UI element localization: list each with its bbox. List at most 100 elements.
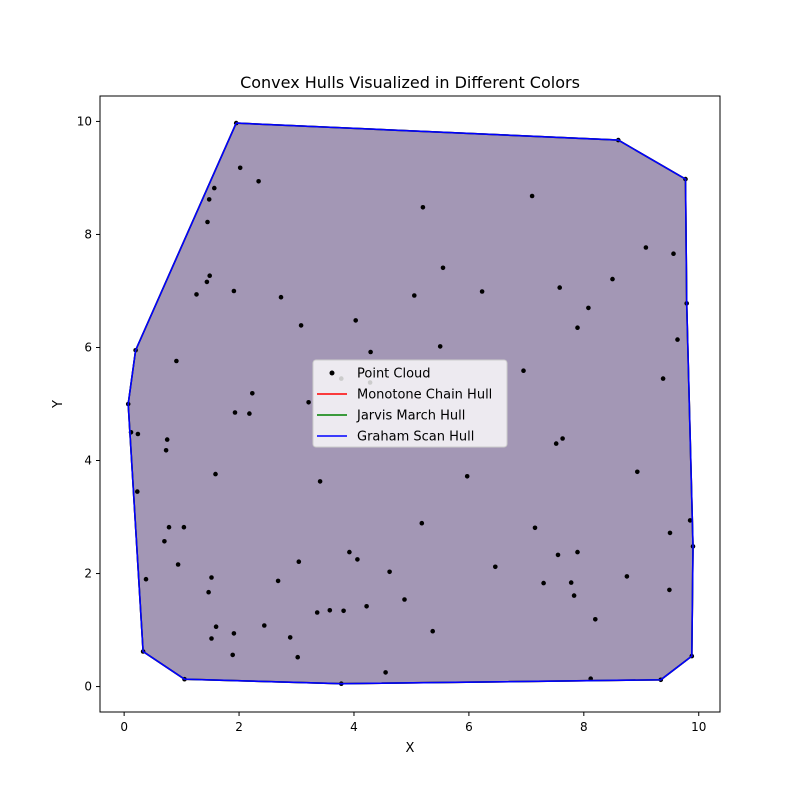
point-cloud-point xyxy=(667,530,673,536)
point-cloud-point xyxy=(204,279,210,285)
point-cloud-point xyxy=(175,562,181,567)
x-tick-label: 8 xyxy=(580,720,588,734)
y-axis-label: Y xyxy=(51,400,66,409)
chart-title: Convex Hulls Visualized in Different Col… xyxy=(240,73,580,92)
x-tick-label: 10 xyxy=(691,720,706,734)
x-tick-label: 0 xyxy=(120,720,128,734)
y-tick-label: 0 xyxy=(84,680,92,694)
point-cloud-point xyxy=(174,358,179,364)
point-cloud-point xyxy=(298,323,304,328)
point-cloud-point xyxy=(212,185,217,191)
point-cloud-point xyxy=(250,391,255,396)
point-cloud-point xyxy=(247,411,252,416)
point-cloud-point xyxy=(635,469,640,475)
legend-box xyxy=(312,359,508,448)
point-cloud-point xyxy=(440,265,446,271)
point-cloud-point xyxy=(412,293,417,298)
point-cloud-point xyxy=(166,524,172,530)
point-cloud-point xyxy=(521,368,526,374)
point-cloud-point xyxy=(135,489,140,494)
point-cloud-point xyxy=(206,197,212,202)
point-cloud-point xyxy=(194,292,199,297)
point-cloud-point xyxy=(209,575,214,580)
point-cloud-point xyxy=(532,525,538,531)
point-cloud-point xyxy=(420,205,426,210)
point-cloud-point xyxy=(296,559,302,564)
x-axis-label: X xyxy=(406,741,415,756)
point-cloud-point xyxy=(364,604,369,609)
x-tick-label: 6 xyxy=(465,720,473,734)
axes-frame xyxy=(99,95,721,713)
y-tick-label: 8 xyxy=(84,227,92,241)
point-cloud-point xyxy=(541,580,546,586)
point-cloud-point xyxy=(327,608,333,613)
legend-label: Point Cloud xyxy=(357,367,431,382)
point-cloud-point xyxy=(368,349,373,355)
point-cloud-point xyxy=(164,437,170,442)
point-cloud-point xyxy=(610,276,615,282)
y-tick-label: 6 xyxy=(84,340,92,354)
point-cloud-point xyxy=(667,587,672,593)
point-cloud-point xyxy=(207,273,212,279)
point-cloud-point xyxy=(560,436,565,441)
point-cloud-point xyxy=(493,564,498,570)
legend-label: Graham Scan Hull xyxy=(357,430,474,445)
point-cloud-point xyxy=(230,652,235,658)
x-tick-label: 2 xyxy=(235,720,243,734)
point-cloud-point xyxy=(571,593,577,598)
point-cloud-point xyxy=(213,471,218,477)
point-cloud-point xyxy=(232,410,238,415)
point-cloud-point xyxy=(419,520,425,526)
point-cloud-point xyxy=(209,636,214,641)
y-tick-label: 4 xyxy=(84,454,92,468)
point-cloud-point xyxy=(430,628,436,634)
point-cloud-point xyxy=(383,670,388,675)
point-cloud-point xyxy=(660,376,666,381)
legend-items: Point Cloud Monotone Chain Hull Jarvis Mar… xyxy=(317,367,492,445)
point-cloud-point xyxy=(237,165,243,171)
y-tick-label: 2 xyxy=(84,567,92,581)
y-axis: 0 2 4 6 8 10 xyxy=(77,114,100,694)
point-cloud-point xyxy=(347,549,352,555)
point-cloud-point xyxy=(479,289,485,294)
point-cloud-point xyxy=(643,245,649,250)
point-cloud-point xyxy=(205,219,210,225)
point-cloud-point xyxy=(529,193,535,199)
legend-label: Monotone Chain Hull xyxy=(357,388,492,403)
point-cloud-point xyxy=(687,518,693,523)
point-cloud-point xyxy=(624,574,630,579)
point-cloud-point xyxy=(671,251,676,256)
point-cloud-point xyxy=(162,539,167,544)
legend-label: Jarvis March Hull xyxy=(356,409,465,424)
point-cloud-point xyxy=(143,576,149,582)
point-cloud-point xyxy=(575,549,580,555)
point-cloud-point xyxy=(353,318,359,323)
point-cloud-point xyxy=(231,288,237,294)
y-tick-label: 10 xyxy=(77,114,92,128)
point-cloud-point xyxy=(275,578,281,584)
legend: Point Cloud Monotone Chain Hull Jarvis Mar… xyxy=(312,359,508,448)
point-cloud-point xyxy=(553,441,559,446)
point-cloud-point xyxy=(437,344,443,349)
point-cloud-point xyxy=(278,294,284,300)
point-cloud-point xyxy=(464,474,470,479)
point-cloud-point xyxy=(586,305,591,311)
point-cloud-point xyxy=(287,635,293,640)
point-cloud-point xyxy=(231,631,237,636)
point-cloud-point xyxy=(575,325,580,331)
point-cloud-point xyxy=(213,624,219,629)
point-cloud-point xyxy=(295,654,301,660)
point-cloud-point xyxy=(568,580,574,585)
point-cloud-point xyxy=(206,589,211,595)
point-cloud-point xyxy=(256,179,261,184)
point-cloud-point xyxy=(306,400,311,405)
point-cloud-point xyxy=(557,285,562,290)
point-cloud-point xyxy=(163,448,169,453)
point-cloud-point xyxy=(555,552,561,558)
hull-line-2 xyxy=(127,122,694,685)
x-tick-label: 4 xyxy=(350,720,358,734)
point-cloud-point xyxy=(387,569,392,575)
point-cloud-point xyxy=(262,623,267,628)
point-cloud-point xyxy=(341,608,346,614)
